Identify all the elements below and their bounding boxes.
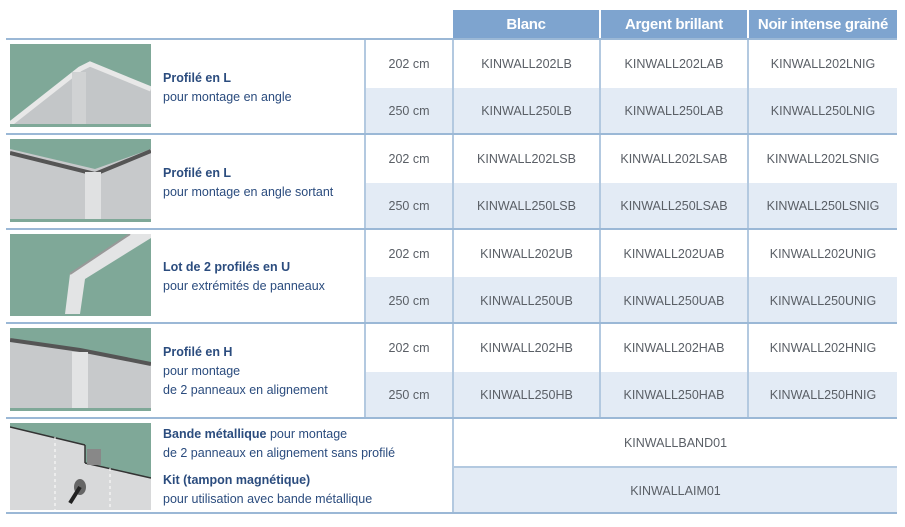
column-header-blanc: Blanc xyxy=(453,10,599,38)
reference-code-cell: KINWALL202LAB xyxy=(599,40,747,88)
column-header-argent: Argent brillant xyxy=(601,10,747,38)
reference-code-cell: KINWALL250LSAB xyxy=(599,182,747,230)
reference-code-cell: KINWALL202UAB xyxy=(599,230,747,277)
product-title: Lot de 2 profilés en U xyxy=(163,260,291,274)
product-title: Profilé en H xyxy=(163,345,233,359)
reference-code-cell: KINWALL250LAB xyxy=(599,87,747,135)
reference-code-cell: KINWALL250LSNIG xyxy=(747,182,897,230)
h-profile-image xyxy=(10,328,151,411)
reference-code-cell: KINWALL250HAB xyxy=(599,371,747,419)
size-cell: 250 cm xyxy=(364,371,452,419)
product-description: Lot de 2 profilés en U pour extrémités de… xyxy=(163,258,325,296)
reference-code-cell: KINWALL250UNIG xyxy=(747,277,897,324)
reference-code-cell: KINWALL202HAB xyxy=(599,324,747,372)
reference-code-cell: KINWALL202UNIG xyxy=(747,230,897,277)
size-cell: 250 cm xyxy=(364,182,452,230)
product-subtitle: pour montage xyxy=(163,364,241,378)
metal-strip-image xyxy=(10,423,151,510)
reference-code-cell: KINWALL250UAB xyxy=(599,277,747,324)
accessory-subtitle: pour utilisation avec bande métallique xyxy=(163,492,373,506)
reference-code-cell: KINWALL250HNIG xyxy=(747,371,897,419)
u-profile-image xyxy=(10,234,151,316)
accessory-title: Kit (tampon magnétique) xyxy=(163,473,311,487)
reference-code-cell: KINWALL202LSAB xyxy=(599,135,747,183)
table-bottom-border xyxy=(6,512,897,514)
l-profile-angle-image xyxy=(10,44,151,127)
reference-code-cell: KINWALL202LNIG xyxy=(747,40,897,88)
accessories-group: Bande métallique pour montage de 2 panne… xyxy=(6,417,897,514)
accessory-subtitle: de 2 panneaux en alignement sans profilé xyxy=(163,446,396,460)
product-subtitle: pour montage en angle sortant xyxy=(163,184,334,199)
reference-code-cell: KINWALL250LSB xyxy=(452,182,599,230)
accessory-title-rest: pour montage xyxy=(266,427,348,441)
product-title: Profilé en L xyxy=(163,165,232,180)
accessory-title: Bande métallique xyxy=(163,427,267,441)
l-profile-outer-angle-image xyxy=(10,139,151,222)
reference-code-cell: KINWALL202LSB xyxy=(452,135,599,183)
accessory-code-cell: KINWALLAIM01 xyxy=(452,466,897,514)
accessory-description: Kit (tampon magnétique) pour utilisation… xyxy=(163,471,372,509)
column-header-noir: Noir intense grainé xyxy=(749,10,897,38)
size-cell: 250 cm xyxy=(364,277,452,324)
reference-code-cell: KINWALL202HNIG xyxy=(747,324,897,372)
size-cell: 250 cm xyxy=(364,87,452,135)
size-cell: 202 cm xyxy=(364,230,452,277)
product-group: Lot de 2 profilés en U pour extrémités de… xyxy=(6,228,897,324)
product-description: Profilé en L pour montage en angle sortan… xyxy=(163,164,333,202)
product-subtitle: pour montage en angle xyxy=(163,89,292,104)
reference-code-cell: KINWALL202HB xyxy=(452,324,599,372)
product-subtitle: pour extrémités de panneaux xyxy=(163,279,325,293)
size-cell: 202 cm xyxy=(364,40,452,88)
product-description: Profilé en H pour montage de 2 panneaux en… xyxy=(163,343,328,400)
product-description: Profilé en L pour montage en angle xyxy=(163,69,292,107)
reference-code-cell: KINWALL202LB xyxy=(452,40,599,88)
reference-code-cell: KINWALL250LNIG xyxy=(747,87,897,135)
product-title: Profilé en L xyxy=(163,70,232,85)
product-group: Profilé en L pour montage en angle sortan… xyxy=(6,133,897,230)
size-cell: 202 cm xyxy=(364,135,452,183)
reference-code-cell: KINWALL250HB xyxy=(452,371,599,419)
accessory-description: Bande métallique pour montage de 2 panne… xyxy=(163,425,395,465)
reference-code-cell: KINWALL202LSNIG xyxy=(747,135,897,183)
accessory-code-cell: KINWALLBAND01 xyxy=(452,419,897,466)
reference-code-cell: KINWALL250UB xyxy=(452,277,599,324)
product-group: Profilé en H pour montage de 2 panneaux en… xyxy=(6,322,897,419)
size-cell: 202 cm xyxy=(364,324,452,372)
reference-code-cell: KINWALL202UB xyxy=(452,230,599,277)
product-subtitle: de 2 panneaux en alignement xyxy=(163,383,328,397)
reference-code-cell: KINWALL250LB xyxy=(452,87,599,135)
